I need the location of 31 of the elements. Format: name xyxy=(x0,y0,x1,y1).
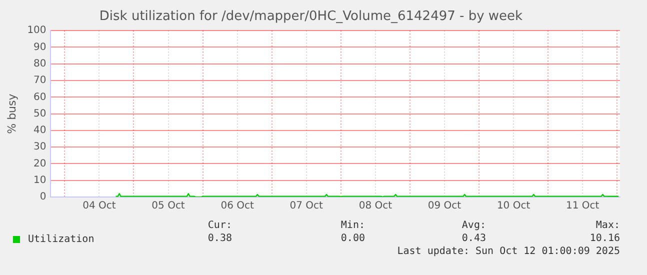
y-axis-title: % busy xyxy=(5,93,18,134)
y-tick-label: 0 xyxy=(40,192,46,203)
x-tick-label: 05 Oct xyxy=(152,200,185,212)
x-tick-label: 07 Oct xyxy=(290,200,324,212)
y-tick-label: 10 xyxy=(34,174,46,186)
y-tick-label: 90 xyxy=(34,42,46,53)
x-tick-label: 10 Oct xyxy=(496,200,530,212)
x-tick-label: 09 Oct xyxy=(428,200,462,212)
y-tick-label: 40 xyxy=(34,125,46,136)
text: Min: xyxy=(340,220,365,231)
text: 0.43 xyxy=(462,233,486,244)
x-tick-label: 11 Oct xyxy=(566,200,600,212)
text: 0.38 xyxy=(208,233,232,244)
y-tick-label: 100 xyxy=(27,25,46,36)
text: Last update: Sun Oct 12 01:00:09 2025 xyxy=(397,246,620,257)
x-tick-label: 08 Oct xyxy=(358,200,392,212)
text: 0.00 xyxy=(340,233,365,244)
y-tick-label: 50 xyxy=(34,108,46,120)
y-tick-label: 60 xyxy=(34,92,46,103)
x-tick-label: 04 Oct xyxy=(82,200,116,212)
x-tick-label: 06 Oct xyxy=(220,200,254,212)
y-tick-label: 80 xyxy=(34,58,46,70)
text: 10.16 xyxy=(590,233,620,244)
y-tick-label: 70 xyxy=(34,75,46,86)
text: Max: xyxy=(596,220,620,231)
text: Avg: xyxy=(462,220,486,231)
chart-title: Disk utilization for /dev/mapper/0HC_Volume_6142497 - by week xyxy=(99,9,524,24)
legend-label: Utilization xyxy=(28,234,94,245)
y-tick-label: 30 xyxy=(34,142,46,153)
y-tick-label: 20 xyxy=(34,158,46,170)
text: Cur: xyxy=(208,220,232,231)
